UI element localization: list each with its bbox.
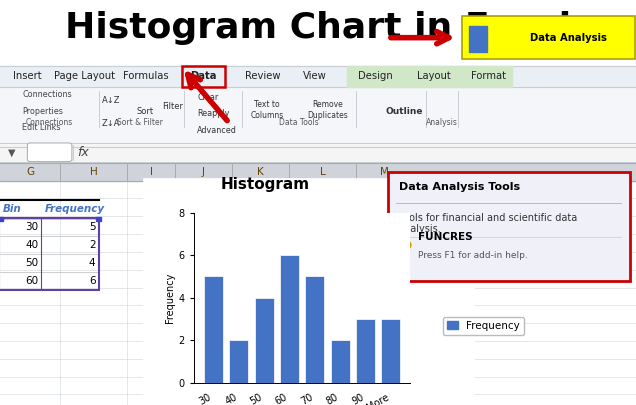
Bar [96,217,101,221]
Text: Clear: Clear [197,94,218,102]
Bar [204,276,223,383]
Text: K: K [258,167,264,177]
Legend: Frequency: Frequency [443,317,524,335]
Text: Formulas: Formulas [123,71,169,81]
Bar [0,87,636,147]
Text: Data Analysis Tools: Data Analysis Tools [399,182,520,192]
Text: Filter: Filter [162,102,183,111]
Bar [0,143,636,162]
Text: Data Analysis: Data Analysis [530,33,607,43]
Text: Page Layout: Page Layout [54,71,114,81]
Text: Insert: Insert [13,71,41,81]
Text: Frequency: Frequency [45,204,105,213]
Bar [356,319,375,383]
Text: Format: Format [471,71,506,81]
Bar [331,340,350,383]
Text: Design: Design [358,71,392,81]
Text: Connections: Connections [25,118,73,127]
Y-axis label: Frequency: Frequency [165,273,174,323]
Text: Review: Review [245,71,280,81]
Bar [417,163,636,181]
Text: ▼: ▼ [8,147,15,157]
Text: Edit Links: Edit Links [22,124,61,132]
Text: 5: 5 [89,222,95,232]
Bar [469,26,487,52]
Text: Tools for financial and scientific data: Tools for financial and scientific data [399,213,577,223]
Text: Layout: Layout [417,71,451,81]
Bar [254,298,273,383]
Bar [347,66,512,87]
Bar [0,217,3,221]
FancyBboxPatch shape [462,16,635,59]
Bar [280,255,299,383]
Text: Properties: Properties [22,107,63,115]
Text: H: H [90,167,98,177]
Text: Histogram: Histogram [221,177,310,192]
Text: 6: 6 [89,276,95,286]
Text: 30: 30 [25,222,38,232]
Text: L: L [320,167,326,177]
Text: FUNCRES: FUNCRES [418,232,473,242]
Text: Remove
Duplicates: Remove Duplicates [307,100,348,120]
Text: 40: 40 [25,240,38,250]
Text: Connections: Connections [22,90,72,99]
Text: Data: Data [190,71,217,81]
Text: Text to
Columns: Text to Columns [251,100,284,120]
Bar [382,319,401,383]
Bar [0,163,636,181]
Text: I: I [149,167,153,177]
Bar [143,178,474,405]
Bar [0,181,636,405]
Text: Press F1 for add-in help.: Press F1 for add-in help. [418,251,528,260]
Circle shape [391,239,411,252]
Text: Advanced: Advanced [197,126,237,135]
Text: 50: 50 [25,258,38,268]
Text: M: M [380,167,389,177]
FancyBboxPatch shape [27,143,72,162]
Bar [305,276,324,383]
Bar [229,340,248,383]
Text: Analysis: Analysis [426,118,458,127]
Bar [0,66,636,87]
Text: Outline: Outline [385,107,422,115]
Text: Histogram Chart in Excel: Histogram Chart in Excel [65,11,571,45]
Text: Sort: Sort [137,107,154,115]
Text: Reapply: Reapply [197,109,230,118]
FancyBboxPatch shape [388,172,630,281]
Text: View: View [303,71,327,81]
FancyBboxPatch shape [182,66,225,87]
Text: A↓Z: A↓Z [102,96,121,105]
Text: G: G [26,167,34,177]
Text: 60: 60 [25,276,38,286]
Text: J: J [202,167,205,177]
Text: 2: 2 [89,240,95,250]
Text: Sort & Filter: Sort & Filter [117,118,163,127]
Text: 4: 4 [89,258,95,268]
Text: Bin: Bin [3,204,22,213]
Text: analysis.: analysis. [399,224,441,234]
Text: Data Tools: Data Tools [279,118,319,127]
Text: Z↓A: Z↓A [102,119,121,128]
Text: fx: fx [77,146,88,159]
